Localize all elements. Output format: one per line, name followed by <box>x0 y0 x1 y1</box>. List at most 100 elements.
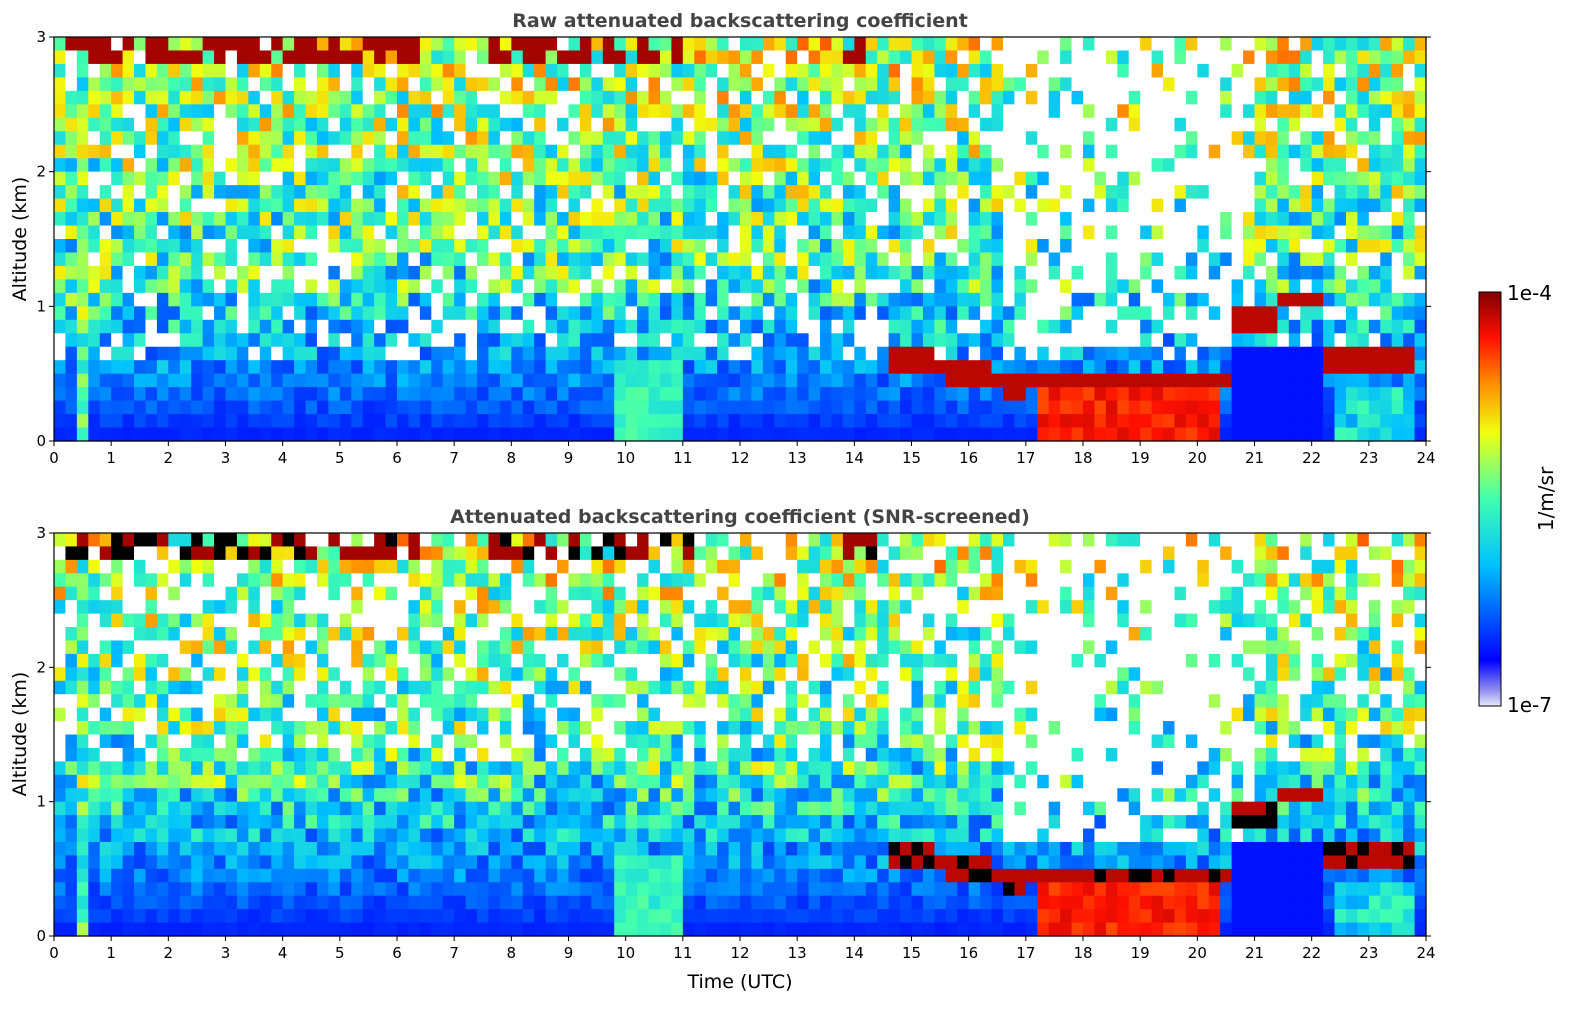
heatmap-cell <box>76 37 89 52</box>
heatmap-cell <box>134 546 147 561</box>
heatmap-cell <box>122 546 135 561</box>
heatmap-cell <box>682 360 695 375</box>
heatmap-cell <box>820 50 833 65</box>
heatmap-cell <box>248 400 261 415</box>
heatmap-cell <box>1345 400 1358 415</box>
heatmap-cell <box>637 198 650 213</box>
heatmap-cell <box>99 559 112 574</box>
heatmap-cell <box>225 841 238 856</box>
heatmap-cell <box>202 104 215 119</box>
heatmap-cell <box>1094 212 1107 227</box>
heatmap-cell <box>294 640 307 655</box>
heatmap-cell <box>1071 90 1084 105</box>
heatmap-cell <box>328 212 341 227</box>
heatmap-cell <box>1254 400 1267 415</box>
heatmap-cell <box>705 104 718 119</box>
heatmap-cell <box>1311 265 1324 280</box>
heatmap-cell <box>202 801 215 816</box>
heatmap-cell <box>1334 239 1347 254</box>
heatmap-cell <box>122 640 135 655</box>
heatmap-cell <box>454 573 467 588</box>
heatmap-cell <box>900 333 913 348</box>
heatmap-cell <box>614 360 627 375</box>
heatmap-cell <box>168 546 181 561</box>
heatmap-cell <box>454 212 467 227</box>
heatmap-cell <box>1231 50 1244 65</box>
heatmap-cell <box>1117 360 1130 375</box>
heatmap-cell <box>328 158 341 173</box>
heatmap-cell <box>282 573 295 588</box>
heatmap-cell <box>397 895 410 910</box>
heatmap-cell <box>431 306 444 321</box>
heatmap-cell <box>797 225 810 240</box>
heatmap-cell <box>785 346 798 361</box>
heatmap-cell <box>214 225 227 240</box>
heatmap-cell <box>236 586 249 601</box>
heatmap-cell <box>1163 279 1176 294</box>
heatmap-cell <box>1128 185 1141 200</box>
heatmap-cell <box>591 252 604 267</box>
heatmap-cell <box>820 171 833 186</box>
heatmap-cell <box>271 279 284 294</box>
heatmap-cell <box>362 239 375 254</box>
heatmap-cell <box>259 400 272 415</box>
heatmap-cell <box>1025 212 1038 227</box>
heatmap-cell <box>1048 144 1061 159</box>
heatmap-cell <box>248 667 261 682</box>
heatmap-cell <box>499 801 512 816</box>
heatmap-cell <box>945 400 958 415</box>
heatmap-cell <box>751 306 764 321</box>
heatmap-cell <box>1311 346 1324 361</box>
heatmap-cell <box>1311 427 1324 442</box>
heatmap-cell <box>705 77 718 92</box>
heatmap-cell <box>511 559 524 574</box>
heatmap-cell <box>694 306 707 321</box>
heatmap-cell <box>1288 117 1301 132</box>
heatmap-cell <box>202 414 215 429</box>
heatmap-cell <box>214 653 227 668</box>
heatmap-cell <box>682 144 695 159</box>
heatmap-cell <box>122 373 135 388</box>
heatmap-cell <box>339 171 352 186</box>
heatmap-cell <box>1140 90 1153 105</box>
heatmap-cell <box>1403 414 1416 429</box>
heatmap-cell <box>145 400 158 415</box>
heatmap-cell <box>65 600 78 615</box>
heatmap-cell <box>751 198 764 213</box>
heatmap-cell <box>980 198 993 213</box>
heatmap-cell <box>54 292 67 307</box>
heatmap-cell <box>797 77 810 92</box>
heatmap-cell <box>271 185 284 200</box>
heatmap-cell <box>1208 171 1221 186</box>
heatmap-cell <box>922 360 935 375</box>
heatmap-cell <box>477 360 490 375</box>
heatmap-cell <box>865 360 878 375</box>
heatmap-cell <box>1220 117 1233 132</box>
heatmap-cell <box>488 922 501 937</box>
heatmap-cell <box>351 868 364 883</box>
heatmap-cell <box>717 63 730 78</box>
heatmap-cell <box>1083 265 1096 280</box>
heatmap-cell <box>511 427 524 442</box>
heatmap-cell <box>1414 292 1427 307</box>
heatmap-cell <box>397 77 410 92</box>
heatmap-cell <box>408 613 421 628</box>
heatmap-cell <box>236 158 249 173</box>
heatmap-cell <box>579 144 592 159</box>
heatmap-cell <box>659 414 672 429</box>
heatmap-cell <box>156 546 169 561</box>
heatmap-cell <box>488 586 501 601</box>
heatmap-cell <box>362 707 375 722</box>
heatmap-cell <box>900 265 913 280</box>
heatmap-cell <box>442 761 455 776</box>
heatmap-cell <box>225 131 238 146</box>
heatmap-cell <box>648 414 661 429</box>
heatmap-cell <box>282 774 295 789</box>
heatmap-cell <box>316 319 329 334</box>
heatmap-cell <box>945 225 958 240</box>
heatmap-cell <box>316 400 329 415</box>
heatmap-cell <box>454 279 467 294</box>
heatmap-cell <box>488 882 501 897</box>
heatmap-cell <box>202 613 215 628</box>
heatmap-cell <box>1174 117 1187 132</box>
